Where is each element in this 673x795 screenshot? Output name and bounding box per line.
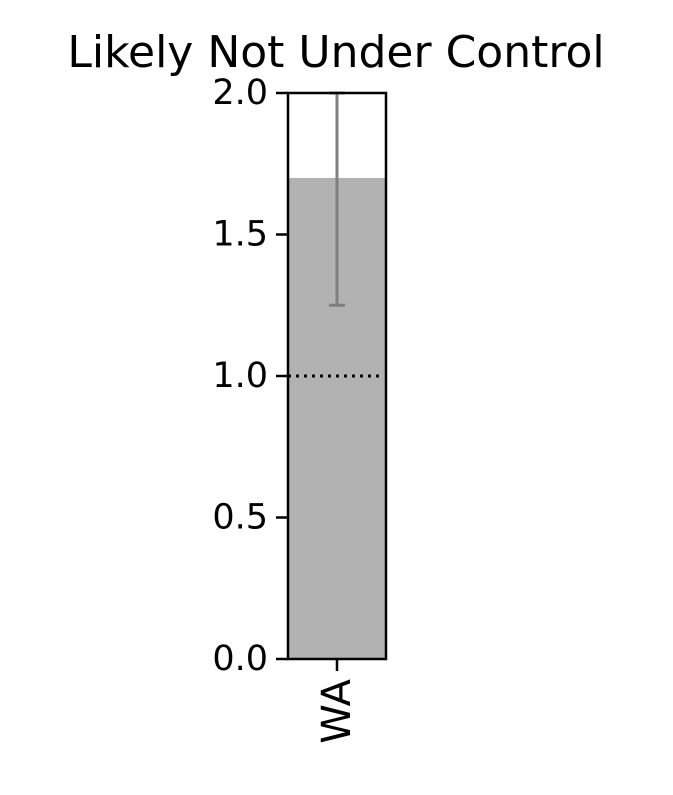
plot-area [286,91,388,661]
x-axis: WA [314,659,360,744]
y-tick-label: 0.0 [212,639,268,679]
y-tick-label: 0.5 [212,498,268,538]
y-tick-label: 1.5 [212,215,268,255]
x-tick-label-wa: WA [314,678,360,743]
chart-title: Likely Not Under Control [67,27,604,78]
y-tick-label: 1.0 [212,356,268,396]
y-tick-label: 2.0 [212,73,268,113]
y-axis: 0.0 0.5 1.0 1.5 2.0 [212,73,288,679]
